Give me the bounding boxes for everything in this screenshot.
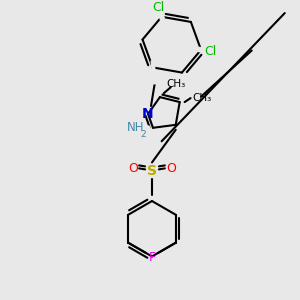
Text: O: O <box>128 162 138 175</box>
Text: Cl: Cl <box>152 1 164 14</box>
Text: S: S <box>147 164 157 178</box>
Text: Cl: Cl <box>205 45 217 58</box>
Text: CH₃: CH₃ <box>193 93 212 103</box>
Text: NH: NH <box>126 121 144 134</box>
Text: F: F <box>148 251 155 264</box>
Text: O: O <box>166 162 176 175</box>
Text: N: N <box>142 107 154 121</box>
Text: CH₃: CH₃ <box>166 79 185 89</box>
Text: 2: 2 <box>140 130 146 139</box>
